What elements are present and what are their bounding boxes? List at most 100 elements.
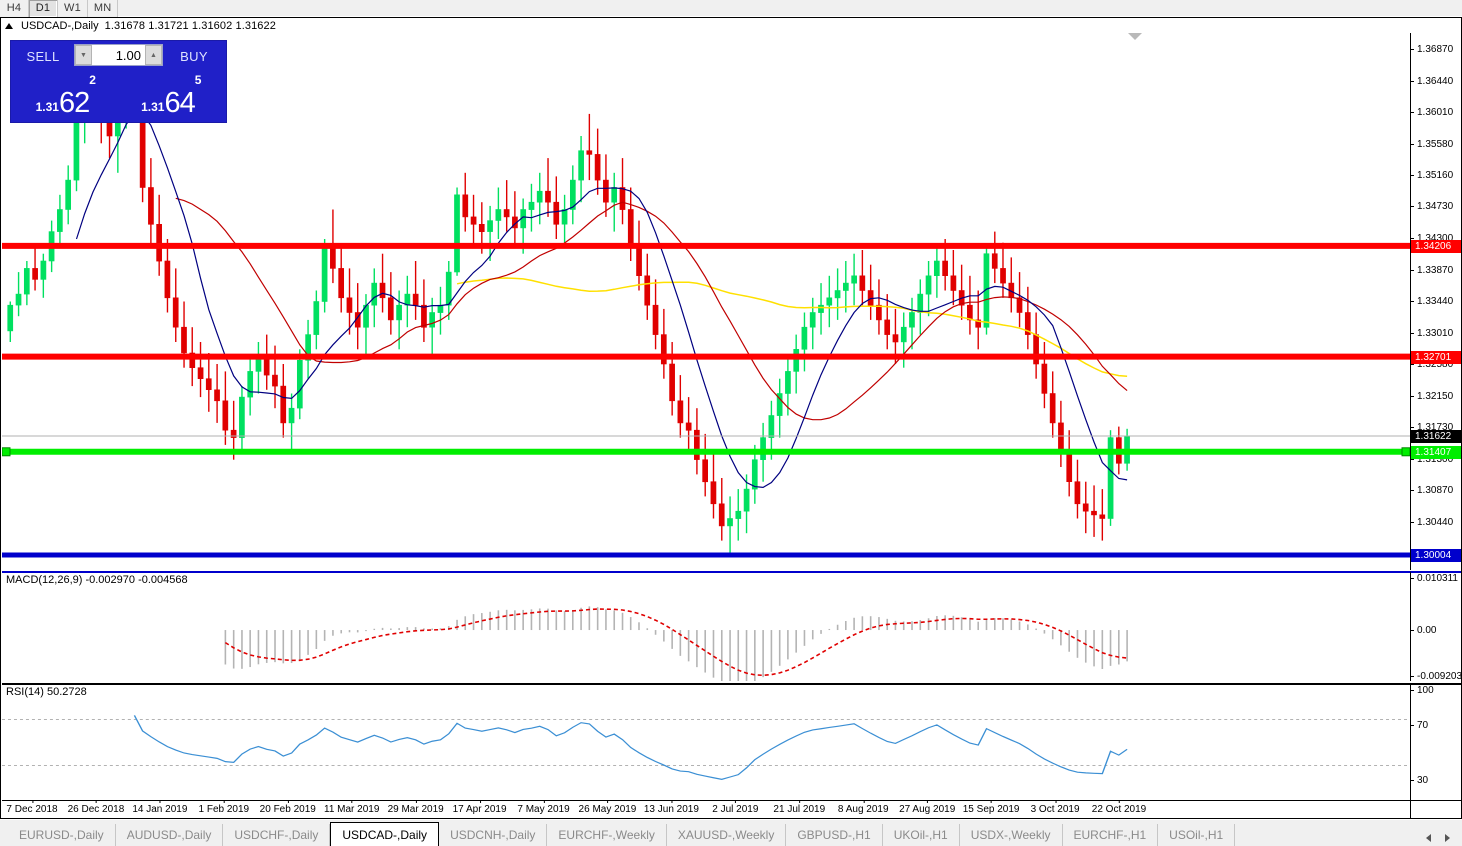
chart-tab[interactable]: USDX-,Weekly [960,824,1063,846]
axis-corner [1410,800,1461,818]
price-tick-label: 1.31730 [1411,422,1461,434]
buy-price-fraction: 5 [194,73,202,87]
time-tick-label: 26 May 2019 [578,801,637,815]
price-tick-label: 1.31300 [1411,454,1461,466]
chart-tab[interactable]: USDCHF-,Daily [223,824,331,846]
timeframe-toolbar: H4 D1 W1 MN [0,0,1462,17]
chart-tab[interactable]: UKOil-,H1 [883,824,960,846]
price-tick-label: 1.30440 [1411,517,1461,529]
chart-header: USDCAD-,Daily 1.31678 1.31721 1.31602 1.… [1,18,1461,33]
price-tick-label: 1.36870 [1411,44,1461,56]
timeframe-button-d1[interactable]: D1 [29,0,58,17]
time-tick-label: 17 Apr 2019 [452,801,507,815]
sell-label[interactable]: SELL [26,49,60,64]
macd-indicator-pane[interactable]: MACD(12,26,9) -0.002970 -0.004568 [2,571,1410,681]
volume-increase-icon[interactable]: ▲ [145,45,162,65]
time-tick-label: 13 Jun 2019 [643,801,699,815]
price-axis-scale[interactable]: 1.36870 1.36440 1.36010 1.35580 1.35160 1.347… [1410,33,1461,570]
time-tick-label: 11 Mar 2019 [324,801,380,815]
time-tick-label: 27 Aug 2019 [899,801,956,815]
volume-decrease-icon[interactable]: ▼ [75,45,92,65]
rsi-tick-label: 30 [1411,775,1461,787]
price-level-badge[interactable]: 1.32701 [1411,350,1461,364]
macd-tick-label: -0.009203 [1411,671,1461,681]
rsi-tick-label: 70 [1411,720,1461,732]
price-tick-label: 1.35580 [1411,139,1461,151]
chart-tab[interactable]: XAUUSD-,Weekly [667,824,787,846]
chart-tab[interactable]: EURCHF-,Weekly [547,824,667,846]
macd-label: MACD(12,26,9) -0.002970 -0.004568 [6,574,188,586]
macd-tick-label: 0.00 [1411,625,1461,637]
time-tick-label: 20 Feb 2019 [259,801,316,815]
chart-tab-bar: EURUSD-,Daily AUDUSD-,Daily USDCHF-,Daily U… [0,819,1462,846]
sell-price-fraction: 2 [89,73,96,87]
buy-price-prefix: 1.31 [141,100,165,114]
chart-symbol-label: USDCAD-,Daily [21,19,99,32]
timeframe-button-h4[interactable]: H4 [0,0,29,17]
price-level-badge[interactable]: 1.31407 [1411,445,1461,459]
sell-price-main: 62 [58,87,90,120]
time-tick-label: 29 Mar 2019 [387,801,444,815]
chart-position-marker-icon [1128,33,1142,40]
price-chart-pane[interactable] [2,33,1410,570]
buy-label[interactable]: BUY [180,49,208,64]
chart-tab[interactable]: GBPUSD-,H1 [786,824,883,846]
scroll-left-icon[interactable] [1426,834,1431,842]
price-tick-label: 1.33440 [1411,296,1461,308]
one-click-trading-panel[interactable]: SELL ▼ 1.00 ▲ BUY 1.31 62 2 1.31 64 5 [10,40,227,123]
time-tick-label: 7 May 2019 [517,801,570,815]
trade-panel-price-row: 1.31 62 2 1.31 64 5 [11,69,226,122]
rsi-axis-scale: 10070300 [1410,683,1461,800]
chart-tab[interactable]: AUDUSD-,Daily [116,824,224,846]
price-tick-label: 1.33870 [1411,265,1461,277]
chart-tab[interactable]: USOil-,H1 [1158,824,1236,846]
time-tick-label: 3 Oct 2019 [1030,801,1080,815]
timeframe-button-mn[interactable]: MN [87,0,119,17]
macd-chart-svg [224,606,1128,681]
buy-price-button[interactable]: 1.31 64 5 [121,69,223,118]
price-level-badge[interactable]: 1.30004 [1411,548,1461,562]
chart-window: USDCAD-,Daily 1.31678 1.31721 1.31602 1.… [0,17,1462,819]
price-tick-label: 1.35160 [1411,170,1461,182]
collapse-triangle-icon[interactable] [5,22,13,29]
macd-axis-scale: 0.010311 0.00 -0.009203 [1410,571,1461,681]
sell-price-prefix: 1.31 [35,100,59,114]
tab-scroll-controls [1426,834,1462,846]
price-tick-label: 1.32580 [1411,359,1461,371]
volume-input[interactable]: 1.00 [92,45,145,65]
chart-ohlc-values: 1.31678 1.31721 1.31602 1.31622 [104,19,276,32]
time-tick-label: 15 Sep 2019 [962,801,1020,815]
time-tick-label: 8 Aug 2019 [837,801,889,815]
price-tick-label: 1.36010 [1411,107,1461,119]
time-tick-label: 1 Feb 2019 [198,801,250,815]
volume-stepper[interactable]: ▼ 1.00 ▲ [74,44,163,66]
time-axis-scale[interactable]: 7 Dec 2018 26 Dec 2018 14 Jan 2019 1 Feb 20… [2,800,1410,818]
time-tick-label: 7 Dec 2018 [6,801,58,815]
scroll-right-icon[interactable] [1445,834,1450,842]
price-tick-label: 1.33010 [1411,328,1461,340]
time-tick-label: 2 Jul 2019 [712,801,759,815]
chart-tab[interactable]: EURUSD-,Daily [8,824,116,846]
time-tick-label: 26 Dec 2018 [67,801,125,815]
time-tick-label: 14 Jan 2019 [132,801,188,815]
timeframe-button-w1[interactable]: W1 [58,0,88,17]
chart-tab[interactable]: EURCHF-,H1 [1063,824,1159,846]
price-tick-label: 1.32150 [1411,391,1461,403]
rsi-tick-label: 100 [1411,685,1461,697]
price-level-badge[interactable]: 1.31622 [1411,429,1461,443]
price-level-badge[interactable]: 1.34206 [1411,239,1461,253]
price-tick-label: 1.34300 [1411,233,1461,245]
trade-panel-top-row: SELL ▼ 1.00 ▲ BUY [11,41,226,69]
chart-tab[interactable]: USDCNH-,Daily [439,824,548,846]
sell-price-button[interactable]: 1.31 62 2 [15,69,117,118]
rsi-indicator-pane[interactable]: RSI(14) 50.2728 [2,683,1410,800]
buy-price-main: 64 [164,87,195,120]
price-tick-label: 1.30870 [1411,485,1461,497]
macd-tick-label: 0.010311 [1411,573,1461,585]
price-chart-svg [2,40,1410,558]
time-tick-label: 22 Oct 2019 [1091,801,1147,815]
price-tick-label: 1.34730 [1411,201,1461,213]
chart-tab-active[interactable]: USDCAD-,Daily [330,822,440,846]
time-tick-label: 21 Jul 2019 [773,801,826,815]
